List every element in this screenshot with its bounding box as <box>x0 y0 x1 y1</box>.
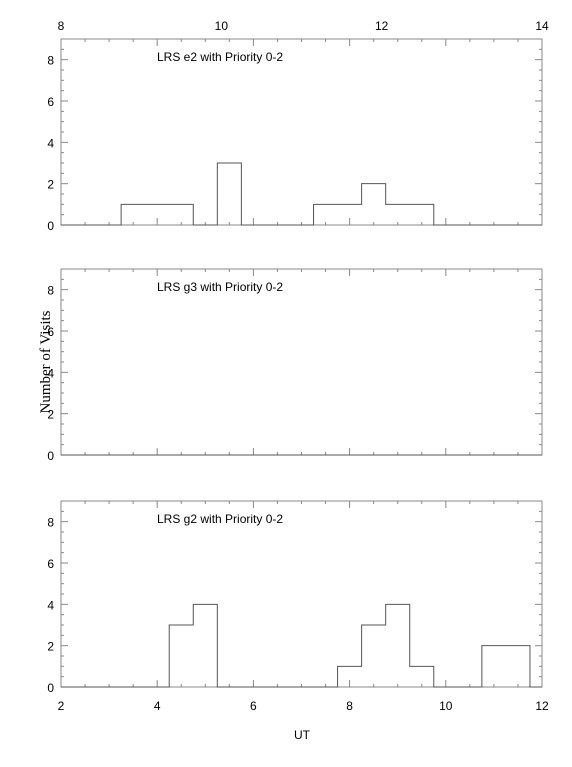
x-axis-label: UT <box>294 728 311 742</box>
y-tick-label: 0 <box>47 219 54 233</box>
histogram-bin <box>362 625 386 687</box>
panel-title: LRS g3 with Priority 0-2 <box>157 280 283 294</box>
y-tick-label: 4 <box>47 136 54 150</box>
panel-2: 0 2 4 6 8 LRS g3 with Priority 0-2 <box>47 268 543 463</box>
panel-frame <box>60 38 543 226</box>
y-tick-label: 8 <box>47 284 54 298</box>
histogram-bin <box>482 646 530 687</box>
histogram-bin <box>217 163 241 225</box>
histogram-bin <box>169 625 193 687</box>
x-tick-label: 4 <box>154 699 161 713</box>
y-axis-label: Number of Visits <box>38 310 54 413</box>
y-tick-label: 8 <box>47 516 54 530</box>
panel-frame <box>60 268 543 456</box>
histogram-bin <box>386 604 410 687</box>
x-tick-label: 12 <box>535 699 549 713</box>
top-tick-label: 12 <box>375 19 389 33</box>
panel-title: LRS e2 with Priority 0-2 <box>157 50 283 64</box>
y-tick-label: 2 <box>47 408 54 422</box>
y-tick-label: 2 <box>47 640 54 654</box>
top-tick-label: 8 <box>58 19 65 33</box>
panel-frame <box>60 500 543 688</box>
y-tick-label: 4 <box>47 366 54 380</box>
panel-1: 0 2 4 6 8 8 10 12 14 LRS e2 with Priority 0-2 <box>47 19 549 233</box>
y-tick-label: 4 <box>47 598 54 612</box>
x-tick-label: 10 <box>439 699 453 713</box>
histogram-bin <box>193 604 217 687</box>
histogram-bin <box>362 184 386 225</box>
x-tick-label: 6 <box>250 699 257 713</box>
x-tick-label: 2 <box>58 699 65 713</box>
histogram-line <box>61 162 542 226</box>
y-tick-label: 6 <box>47 557 54 571</box>
panel-title: LRS g2 with Priority 0-2 <box>157 512 283 526</box>
top-tick-label: 14 <box>535 19 549 33</box>
x-tick-label: 8 <box>346 699 353 713</box>
y-tick-label: 0 <box>47 449 54 463</box>
y-tick-label: 6 <box>47 325 54 339</box>
y-tick-label: 2 <box>47 178 54 192</box>
histogram-bin <box>386 204 434 225</box>
histogram-bin <box>314 204 362 225</box>
top-tick-label: 10 <box>215 19 229 33</box>
y-tick-label: 0 <box>47 681 54 695</box>
histogram-bin <box>410 666 434 687</box>
y-tick-label: 6 <box>47 95 54 109</box>
histogram-line <box>61 603 542 688</box>
y-tick-label: 8 <box>47 54 54 68</box>
